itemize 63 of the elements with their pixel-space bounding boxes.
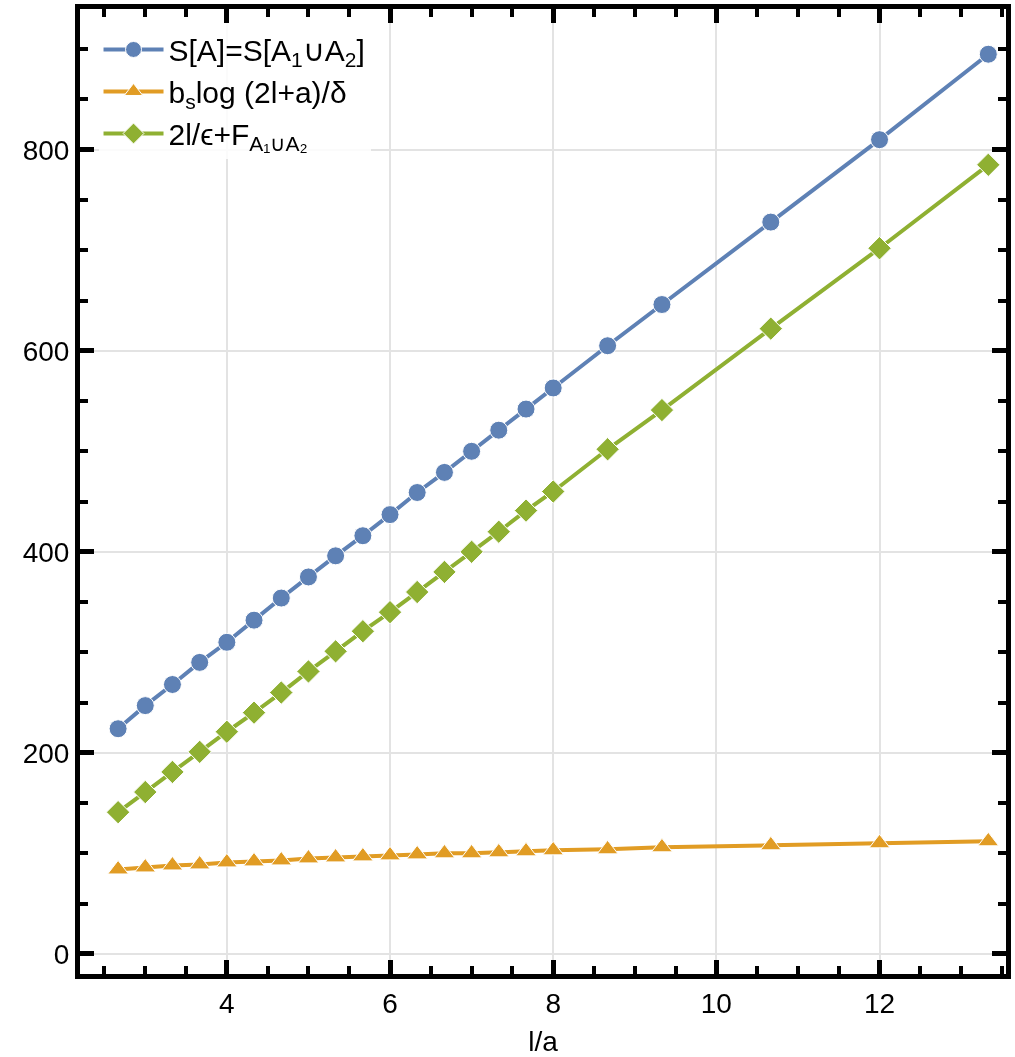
legend-label: 2l/ϵ+F$_{A₁∪A₂}$ — [168, 118, 308, 156]
y-tick-label: 0 — [53, 938, 70, 970]
point — [353, 526, 373, 546]
point — [761, 212, 781, 232]
x-tick-label: 12 — [863, 987, 896, 1019]
point — [541, 479, 566, 504]
point — [595, 437, 620, 462]
point — [323, 639, 348, 664]
point — [543, 378, 563, 398]
point — [434, 462, 454, 482]
point — [404, 579, 430, 605]
point — [649, 397, 675, 423]
point — [162, 675, 182, 694]
point — [241, 700, 267, 725]
point — [867, 236, 892, 261]
point — [190, 652, 210, 672]
point — [459, 539, 484, 565]
point — [108, 719, 128, 739]
point — [214, 719, 240, 744]
point — [652, 295, 672, 315]
point — [296, 659, 321, 684]
point — [298, 567, 318, 587]
point — [758, 316, 783, 341]
point — [462, 441, 482, 461]
y-tick-label: 600 — [22, 335, 70, 367]
point — [651, 837, 673, 853]
x-tick-label: 8 — [545, 987, 561, 1019]
point — [217, 632, 237, 652]
point — [377, 599, 403, 625]
point — [870, 130, 890, 150]
point — [243, 851, 265, 867]
legend-label: S[A]=S[A$_{1}$∪A$_{2}$] — [168, 34, 365, 72]
y-tick-label: 400 — [22, 536, 70, 568]
point — [489, 420, 509, 440]
point — [271, 588, 291, 608]
point — [105, 799, 131, 825]
x-axis-title: l/a — [528, 1025, 559, 1057]
point — [486, 519, 511, 544]
legend-label: b$_{s}$log (2l+a)/δ — [168, 76, 347, 114]
x-tick-label: 4 — [219, 987, 235, 1019]
y-tick-label: 200 — [22, 737, 70, 769]
point — [976, 152, 1001, 178]
point — [515, 841, 537, 857]
point — [379, 845, 401, 861]
point — [407, 483, 427, 502]
point — [513, 498, 539, 523]
point — [107, 859, 129, 875]
point — [135, 696, 155, 716]
point — [380, 505, 400, 525]
point — [598, 336, 618, 356]
point — [160, 759, 185, 785]
x-tick-label: 6 — [382, 987, 398, 1019]
y-tick-label: 800 — [22, 134, 70, 166]
point — [350, 619, 376, 644]
point — [133, 779, 158, 805]
point — [326, 546, 346, 566]
x-tick-label: 10 — [700, 987, 732, 1019]
point — [269, 680, 294, 705]
point — [244, 610, 264, 630]
point — [187, 739, 212, 765]
point — [516, 399, 536, 419]
point — [978, 44, 998, 64]
point — [432, 559, 457, 585]
